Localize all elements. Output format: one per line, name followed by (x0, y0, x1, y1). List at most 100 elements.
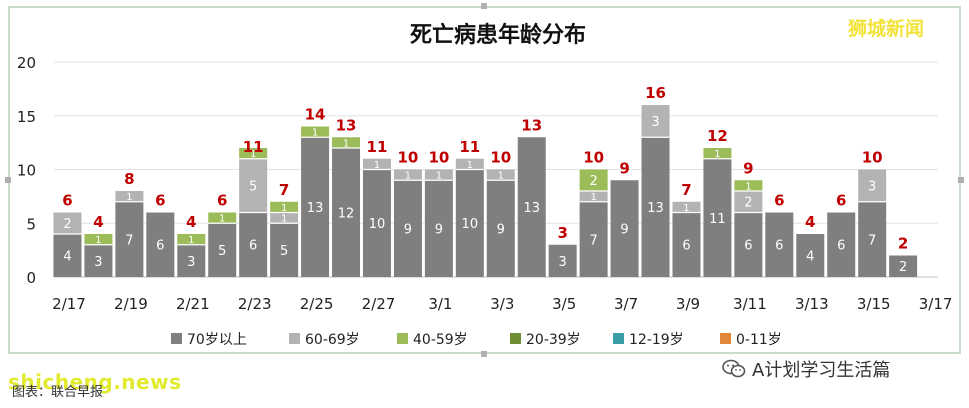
x-tick-label: 3/7 (614, 295, 638, 313)
segment-value-label: 6 (744, 239, 752, 254)
wechat-account-name: A计划学习生活篇 (752, 360, 891, 381)
segment-value-label: 13 (307, 201, 324, 216)
segment-value-label: 1 (281, 203, 287, 214)
segment-value-label: 6 (249, 239, 257, 254)
legend-swatch (397, 333, 408, 344)
segment-value-label: 9 (620, 223, 628, 238)
segment-value-label: 1 (343, 138, 349, 149)
wechat-icon (722, 359, 746, 379)
legend-label: 70岁以上 (187, 332, 247, 348)
x-tick-label: 3/9 (676, 295, 700, 313)
total-label: 10 (428, 149, 449, 167)
bar-segment-70岁以上 (393, 180, 422, 277)
segment-value-label: 4 (806, 249, 814, 264)
total-label: 10 (583, 149, 604, 167)
chart-frame (8, 6, 961, 354)
total-label: 4 (186, 213, 196, 231)
total-label: 6 (836, 192, 846, 210)
x-tick-label: 3/3 (490, 295, 514, 313)
bar-segment-60-69岁 (424, 169, 453, 181)
bar-segment-60-69岁 (672, 201, 701, 213)
x-tick-label: 3/1 (428, 295, 452, 313)
segment-value-label: 3 (651, 115, 659, 130)
bar-segment-40-59岁 (579, 169, 608, 191)
y-tick-label: 10 (17, 162, 36, 180)
bar-segment-70岁以上 (796, 234, 825, 277)
bar-segment-70岁以上 (332, 148, 361, 277)
total-label: 2 (898, 235, 908, 253)
bar-segment-60-69岁 (455, 158, 484, 170)
total-label: 4 (805, 213, 815, 231)
segment-value-label: 7 (125, 233, 133, 248)
legend-swatch (613, 333, 624, 344)
resize-handle-top[interactable] (481, 3, 487, 9)
bar-segment-40-59岁 (332, 137, 361, 148)
bar-segment-70岁以上 (548, 244, 577, 277)
segment-value-label: 5 (249, 180, 257, 195)
resize-handle-left[interactable] (5, 177, 11, 183)
stacked-bar-chart: 死亡病患年龄分布05101520426314718663145166511151… (17, 22, 953, 348)
bar-segment-70岁以上 (703, 158, 732, 277)
bar-segment-70岁以上 (579, 201, 608, 277)
total-label: 11 (367, 138, 388, 156)
segment-value-label: 1 (188, 235, 194, 246)
bar-segment-70岁以上 (53, 234, 82, 277)
bar-segment-70岁以上 (486, 180, 515, 277)
x-tick-label: 3/15 (857, 295, 891, 313)
segment-value-label: 1 (714, 149, 720, 160)
bar-segment-70岁以上 (889, 255, 918, 277)
x-tick-label: 2/23 (238, 295, 272, 313)
total-label: 11 (243, 138, 264, 156)
total-label: 10 (397, 149, 418, 167)
bar-segment-40-59岁 (703, 148, 732, 159)
segment-value-label: 2 (744, 196, 752, 211)
segment-value-label: 11 (709, 212, 726, 227)
x-tick-label: 2/27 (362, 295, 396, 313)
bar-segment-60-69岁 (858, 169, 887, 202)
resize-handle-right[interactable] (958, 177, 964, 183)
segment-value-label: 7 (868, 233, 876, 248)
legend-label: 0-11岁 (736, 332, 782, 348)
total-label: 9 (743, 159, 753, 177)
segment-value-label: 13 (523, 201, 540, 216)
resize-handle-bottom[interactable] (481, 351, 487, 357)
wechat-account: A计划学习生活篇 (722, 356, 890, 382)
segment-value-label: 1 (281, 214, 287, 225)
segment-value-label: 6 (156, 239, 164, 254)
segment-value-label: 1 (126, 192, 132, 203)
bar-segment-70岁以上 (270, 223, 299, 277)
total-label: 11 (459, 138, 480, 156)
legend-label: 60-69岁 (305, 332, 360, 348)
segment-value-label: 9 (497, 223, 505, 238)
total-label: 6 (217, 192, 227, 210)
legend-swatch (510, 333, 521, 344)
source-caption: 图表：联合早报 (12, 385, 104, 400)
segment-value-label: 6 (837, 239, 845, 254)
bar-segment-70岁以上 (641, 137, 670, 277)
total-label: 7 (681, 181, 691, 199)
segment-value-label: 1 (374, 160, 380, 171)
x-tick-label: 3/5 (552, 295, 576, 313)
total-label: 7 (279, 181, 289, 199)
segment-value-label: 10 (369, 217, 386, 232)
segment-value-label: 1 (250, 149, 256, 160)
segment-value-label: 5 (218, 244, 226, 259)
bar-segment-60-69岁 (579, 191, 608, 202)
x-tick-label: 3/11 (733, 295, 767, 313)
watermark: shicheng.news (8, 370, 182, 394)
x-tick-label: 2/17 (52, 295, 86, 313)
bar-segment-70岁以上 (424, 180, 453, 277)
total-label: 4 (93, 213, 103, 231)
total-label: 9 (619, 159, 629, 177)
x-tick-label: 2/21 (176, 295, 210, 313)
bar-segment-40-59岁 (177, 234, 206, 245)
segment-value-label: 6 (682, 239, 690, 254)
bar-segment-70岁以上 (177, 244, 206, 277)
segment-value-label: 2 (63, 217, 71, 232)
total-label: 14 (305, 106, 326, 124)
segment-value-label: 1 (745, 181, 751, 192)
legend-label: 40-59岁 (413, 332, 468, 348)
y-tick-label: 20 (17, 54, 36, 72)
legend-label: 12-19岁 (629, 332, 684, 348)
segment-value-label: 1 (467, 160, 473, 171)
